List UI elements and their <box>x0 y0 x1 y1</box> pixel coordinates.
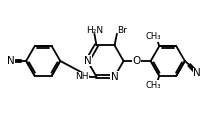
Text: Br: Br <box>118 26 127 35</box>
Text: N: N <box>84 56 91 66</box>
Text: N: N <box>111 72 118 82</box>
Text: CH₃: CH₃ <box>146 32 161 41</box>
Text: NH: NH <box>76 72 89 81</box>
Text: H₂N: H₂N <box>86 26 103 35</box>
Text: N: N <box>7 56 15 66</box>
Text: CH₃: CH₃ <box>146 81 161 90</box>
Text: N: N <box>193 68 201 78</box>
Text: O: O <box>133 56 141 66</box>
